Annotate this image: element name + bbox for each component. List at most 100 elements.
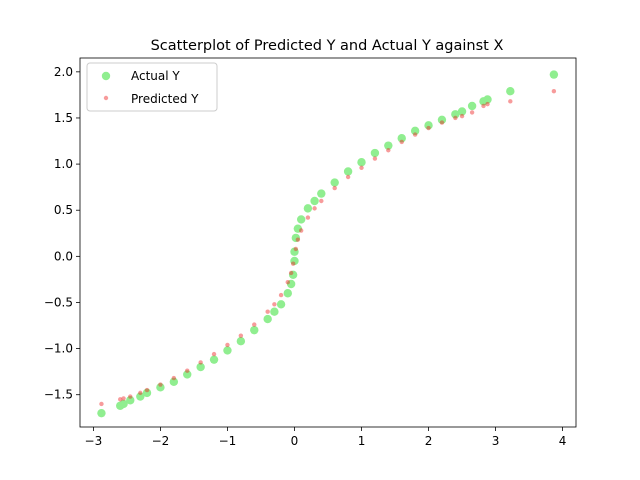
actual-y-point <box>263 314 272 324</box>
predicted-y-point <box>225 342 230 348</box>
y-tick-label: 2.0 <box>54 65 73 79</box>
actual-y-point <box>437 115 447 125</box>
predicted-y-point <box>459 113 465 119</box>
predicted-y-point <box>332 185 337 191</box>
predicted-y-point <box>439 120 445 125</box>
actual-y-point <box>357 158 366 167</box>
legend: Actual Y Predicted Y <box>86 62 218 112</box>
actual-y-point <box>126 396 135 405</box>
actual-y-point <box>270 307 279 316</box>
predicted-y-point <box>399 139 404 145</box>
y-tick-label: −1.0 <box>44 342 73 356</box>
y-tick-label: −1.5 <box>44 388 73 402</box>
predicted-y-point <box>211 351 217 357</box>
actual-y-point <box>209 355 219 364</box>
actual-y-point <box>291 233 301 243</box>
predicted-y-point <box>453 115 458 121</box>
predicted-y-point <box>278 292 284 298</box>
actual-y-point <box>283 289 292 298</box>
predicted-y-point <box>312 206 317 211</box>
predicted-y-point <box>293 246 299 252</box>
actual-y-point <box>296 215 306 224</box>
actual-y-point <box>250 325 259 335</box>
predicted-y-point <box>185 368 190 373</box>
legend-label-actual-y: Actual Y <box>131 69 180 83</box>
predicted-y-point <box>252 322 257 327</box>
actual-y-point <box>549 70 559 79</box>
legend-swatch-predicted-y <box>103 95 109 101</box>
predicted-y-point <box>128 394 133 399</box>
actual-y-point <box>119 399 128 409</box>
actual-y-point <box>330 178 339 187</box>
actual-y-point <box>483 95 492 104</box>
predicted-y-point <box>469 110 475 115</box>
actual-y-point <box>397 134 406 143</box>
predicted-y-point <box>138 390 143 396</box>
predicted-y-point <box>158 382 163 387</box>
x-tick-label: −1 <box>219 434 237 448</box>
legend-frame <box>86 62 218 112</box>
actual-y-point <box>97 408 106 418</box>
series-actual-y <box>97 70 559 418</box>
actual-y-point <box>290 247 299 256</box>
legend-label-predicted-y: Predicted Y <box>131 92 199 106</box>
predicted-y-point <box>372 156 378 161</box>
actual-y-point <box>424 121 433 130</box>
predicted-y-point <box>551 89 557 94</box>
predicted-y-point <box>345 174 351 180</box>
actual-y-point <box>384 141 393 150</box>
actual-y-point <box>136 392 145 401</box>
y-tick-label: 1.0 <box>54 157 73 171</box>
predicted-y-point <box>99 401 104 407</box>
predicted-y-point <box>121 396 126 401</box>
predicted-y-point <box>288 270 294 276</box>
y-tick-label: 1.5 <box>54 111 73 125</box>
actual-y-point <box>293 224 303 233</box>
predicted-y-point <box>298 228 304 233</box>
actual-y-point <box>370 148 380 158</box>
series-layer <box>97 70 559 418</box>
actual-y-point <box>223 346 232 355</box>
x-tick-label: 4 <box>559 434 567 448</box>
actual-y-point <box>142 388 152 398</box>
actual-y-point <box>410 126 420 136</box>
predicted-y-point <box>198 360 203 365</box>
y-tick-label: −0.5 <box>44 295 73 309</box>
x-tick-label: −3 <box>85 434 103 448</box>
predicted-y-point <box>238 333 244 338</box>
predicted-y-point <box>118 397 123 402</box>
predicted-y-point <box>508 99 513 104</box>
actual-y-point <box>196 362 205 372</box>
predicted-y-point <box>412 132 418 137</box>
legend-swatch-actual-y <box>101 71 111 81</box>
actual-y-point <box>506 87 515 96</box>
predicted-y-point <box>285 279 290 285</box>
actual-y-point <box>467 101 477 111</box>
ticks-layer: −3 −2 −1 0 1 2 3 4 −1.5 −1.0 −0.5 0.0 0.5 1.0 1.5 2.0 <box>44 65 567 448</box>
y-tick-label: 0.0 <box>54 249 73 263</box>
actual-y-point <box>286 279 296 289</box>
predicted-y-point <box>272 302 277 307</box>
actual-y-point <box>343 167 353 176</box>
actual-y-point <box>451 110 460 119</box>
actual-y-point <box>169 377 179 386</box>
actual-y-point <box>303 204 313 213</box>
y-tick-label: 0.5 <box>54 203 73 217</box>
predicted-y-point <box>171 375 177 381</box>
chart-title: Scatterplot of Predicted Y and Actual Y … <box>151 38 504 54</box>
x-tick-label: 0 <box>291 434 299 448</box>
predicted-y-point <box>319 198 324 204</box>
predicted-y-point <box>481 103 486 109</box>
actual-y-point <box>310 196 319 206</box>
predicted-y-point <box>359 165 364 170</box>
predicted-y-point <box>386 148 391 153</box>
x-tick-label: 1 <box>358 434 366 448</box>
x-tick-label: 3 <box>492 434 500 448</box>
predicted-y-point <box>265 309 270 314</box>
actual-y-point <box>457 107 467 116</box>
predicted-y-point <box>485 101 490 107</box>
predicted-y-point <box>295 237 301 242</box>
x-tick-label: 2 <box>425 434 433 448</box>
actual-y-point <box>156 383 165 392</box>
